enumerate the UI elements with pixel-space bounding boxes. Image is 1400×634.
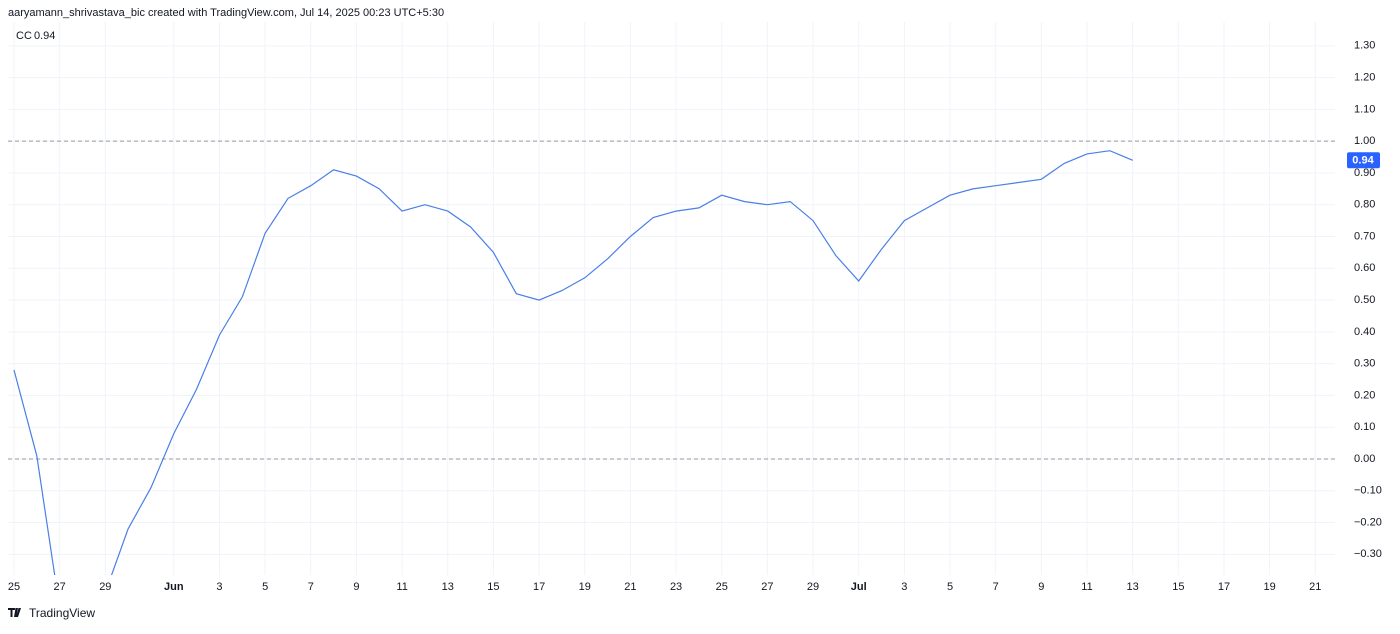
footer: TradingView bbox=[29, 606, 95, 620]
y-tick-label: 0.80 bbox=[1354, 199, 1375, 211]
x-tick-label: 17 bbox=[533, 581, 545, 593]
x-tick-label: 11 bbox=[396, 581, 407, 593]
x-tick-label: 15 bbox=[1172, 581, 1184, 593]
x-tick-label: 9 bbox=[353, 581, 359, 593]
y-tick-label: −0.20 bbox=[1354, 516, 1382, 528]
y-tick-label: −0.30 bbox=[1354, 548, 1382, 560]
x-tick-label: 15 bbox=[487, 581, 499, 593]
header: aaryamann_shrivastava_bic created with T… bbox=[8, 7, 444, 19]
y-tick-label: 0.00 bbox=[1354, 453, 1375, 465]
x-tick-label: 29 bbox=[99, 581, 111, 593]
x-tick-label: 11 bbox=[1081, 581, 1092, 593]
x-tick-label: 25 bbox=[716, 581, 728, 593]
y-tick-label: 0.40 bbox=[1354, 326, 1375, 338]
x-tick-label: 29 bbox=[807, 581, 819, 593]
y-tick-label: 1.20 bbox=[1354, 72, 1375, 84]
x-tick-label: 7 bbox=[993, 581, 999, 593]
y-tick-label: 0.10 bbox=[1354, 421, 1375, 433]
y-tick-label: 0.90 bbox=[1354, 167, 1375, 179]
price-tag bbox=[1347, 152, 1380, 169]
logo bbox=[8, 608, 21, 617]
price-tag-label: 0.94 bbox=[1352, 155, 1374, 167]
x-tick-label: 3 bbox=[216, 581, 222, 593]
y-tick-label: 1.30 bbox=[1354, 40, 1375, 52]
x-tick-label: 21 bbox=[1309, 581, 1321, 593]
y-tick-label: 0.30 bbox=[1354, 358, 1375, 370]
x-tick-label: 13 bbox=[442, 581, 454, 593]
y-tick-label: 0.20 bbox=[1354, 389, 1375, 401]
x-tick-label: 7 bbox=[308, 581, 314, 593]
x-tick-label: 19 bbox=[579, 581, 591, 593]
series-line bbox=[13, 150, 1133, 575]
x-tick-label: Jun bbox=[164, 581, 184, 593]
y-tick-label: 0.50 bbox=[1354, 294, 1375, 306]
x-tick-label: 25 bbox=[8, 581, 20, 593]
y-tick-label: −0.10 bbox=[1354, 485, 1382, 497]
x-tick-label: Jul bbox=[851, 581, 867, 593]
y-tick-label: 1.00 bbox=[1354, 135, 1375, 147]
legend-value: 0.94 bbox=[34, 30, 55, 42]
x-tick-label: 27 bbox=[54, 581, 66, 593]
x-tick-label: 9 bbox=[1038, 581, 1044, 593]
x-tick-label: 13 bbox=[1127, 581, 1139, 593]
x-tick-label: 23 bbox=[670, 581, 682, 593]
x-tick-label: 19 bbox=[1264, 581, 1276, 593]
y-tick-label: 0.70 bbox=[1354, 230, 1375, 242]
plot-area bbox=[8, 22, 1335, 575]
legend-name: CC bbox=[16, 30, 32, 42]
x-tick-label: 21 bbox=[624, 581, 636, 593]
x-tick-label: 5 bbox=[947, 581, 953, 593]
y-tick-label: 0.60 bbox=[1354, 262, 1375, 274]
x-tick-label: 5 bbox=[262, 581, 268, 593]
x-tick-label: 17 bbox=[1218, 581, 1230, 593]
x-tick-label: 3 bbox=[901, 581, 907, 593]
y-tick-label: 1.10 bbox=[1354, 103, 1375, 115]
x-tick-label: 27 bbox=[761, 581, 773, 593]
